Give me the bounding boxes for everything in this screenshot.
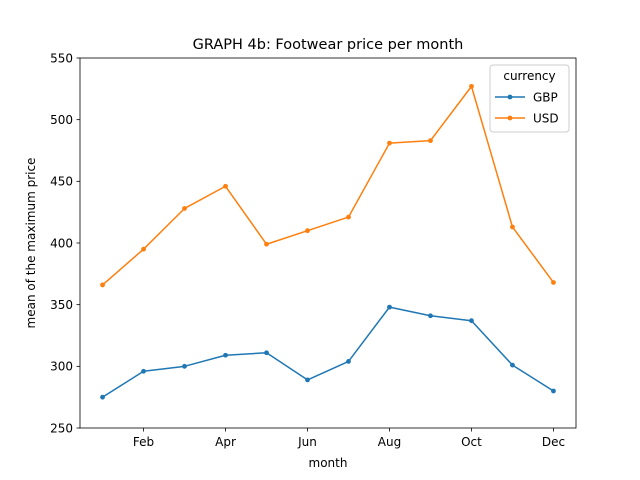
data-point-gbp (305, 377, 310, 383)
x-axis-title: month (309, 456, 348, 470)
legend-label-gbp: GBP (533, 90, 558, 104)
data-point-gbp (223, 352, 228, 358)
y-tick-label: 400 (50, 236, 73, 250)
y-tick-label: 300 (50, 360, 73, 374)
series-layer (100, 83, 556, 400)
series-line-usd (102, 85, 555, 286)
y-tick-label: 250 (50, 421, 73, 435)
data-point-usd (100, 282, 105, 288)
x-tick-label: Dec (542, 435, 565, 449)
data-point-gbp (510, 362, 515, 368)
data-point-gbp (428, 313, 433, 319)
data-point-gbp (469, 318, 474, 324)
data-point-usd (346, 214, 351, 220)
data-point-usd (305, 228, 310, 234)
data-point-usd (551, 280, 556, 285)
data-point-usd (469, 83, 474, 89)
x-tick-label: Apr (215, 435, 236, 449)
data-point-gbp (100, 394, 105, 400)
x-tick-label: Feb (133, 435, 154, 449)
data-point-usd (428, 138, 433, 144)
y-tick-label: 450 (50, 175, 73, 189)
chart-title: GRAPH 4b: Footwear price per month (193, 37, 464, 53)
data-point-gbp (264, 350, 269, 356)
data-point-gbp (387, 304, 392, 310)
legend-marker-usd (507, 115, 513, 121)
legend: currency GBP USD (489, 64, 570, 133)
axes-layer: Feb Apr Jun Aug Oct Dec 250 300 350 400 450 500 550 (50, 51, 577, 449)
legend-title: currency (503, 69, 555, 83)
data-point-usd (387, 140, 392, 146)
data-point-usd (141, 246, 146, 252)
data-point-usd (264, 241, 269, 247)
y-tick-label: 500 (50, 113, 73, 127)
data-point-gbp (551, 388, 556, 394)
y-tick-label: 550 (50, 51, 73, 65)
data-point-usd (223, 183, 228, 189)
x-tick-label: Oct (461, 435, 482, 449)
x-tick-label: Jun (297, 435, 317, 449)
legend-box (489, 64, 570, 133)
y-tick-label: 350 (50, 298, 73, 312)
legend-label-usd: USD (533, 111, 559, 125)
data-point-usd (182, 206, 187, 211)
data-point-gbp (182, 363, 187, 369)
x-tick-label: Aug (378, 435, 401, 449)
data-point-gbp (141, 368, 146, 374)
series-line-gbp (102, 306, 554, 398)
data-point-gbp (346, 359, 351, 364)
legend-marker-gbp (507, 94, 513, 100)
y-axis-title: mean of the maximum price (24, 158, 38, 329)
data-point-usd (510, 224, 515, 230)
